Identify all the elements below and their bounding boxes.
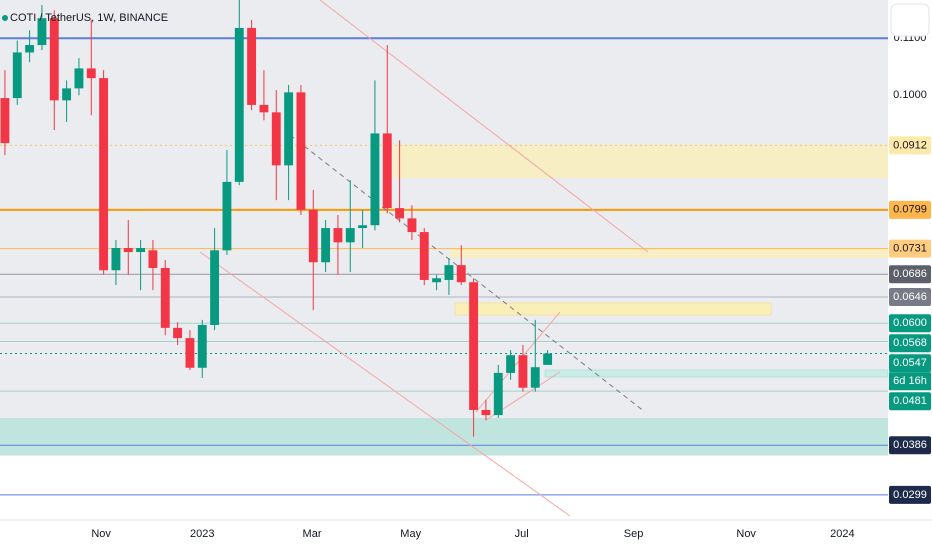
- candle-body: [481, 409, 491, 416]
- candle-body: [345, 228, 355, 243]
- trend-line: [199, 251, 571, 517]
- candle-body: [432, 278, 442, 283]
- x-tick-label: Sep: [624, 528, 644, 540]
- price-label-box: [889, 334, 931, 353]
- candle-body: [197, 325, 207, 368]
- candle-body: [222, 181, 232, 251]
- price-label-box: [889, 136, 931, 155]
- candle-body: [74, 68, 84, 89]
- plot-background-lower: [0, 456, 888, 520]
- candle-body: [395, 208, 405, 219]
- candle-body: [25, 45, 35, 53]
- price-label: 0.0600: [893, 317, 927, 329]
- candle-body: [407, 218, 417, 233]
- price-label: 0.0547: [893, 357, 927, 369]
- candle-body: [543, 353, 553, 365]
- candle-body: [62, 88, 72, 101]
- demand-zone: [0, 418, 888, 455]
- price-label-box: [889, 239, 931, 258]
- candle-body: [123, 248, 133, 253]
- candle-body: [493, 372, 503, 416]
- candle-body: [210, 250, 220, 325]
- trend-line: [319, 0, 649, 253]
- x-tick-label: Mar: [303, 528, 322, 540]
- candle-body: [419, 232, 429, 280]
- candle-body: [456, 265, 466, 283]
- price-label-box: [889, 436, 931, 455]
- supply-zone: [393, 145, 888, 178]
- price-label-box: [889, 200, 931, 219]
- price-label-box: [889, 314, 931, 333]
- candle-body: [259, 104, 269, 113]
- plot-background: [0, 0, 888, 456]
- candle-body: [321, 228, 331, 263]
- candle-body: [173, 327, 183, 339]
- candle-body: [160, 267, 170, 328]
- price-label: 0.0646: [893, 291, 927, 303]
- chart-title: COTI / TetherUS, 1W, BINANCE: [10, 12, 168, 24]
- price-label-box: [889, 485, 931, 504]
- price-label: 0.0299: [893, 489, 927, 501]
- x-tick-label: Nov: [736, 528, 756, 540]
- candles: [0, 0, 553, 437]
- levels: [0, 37, 888, 496]
- settings-button[interactable]: [890, 3, 930, 37]
- candle-body: [382, 133, 392, 209]
- price-axis: 0.10000.11000.09120.07990.07310.06860.06…: [888, 0, 932, 520]
- candle-body: [506, 355, 516, 373]
- candle-body: [444, 265, 454, 280]
- candle-body: [333, 228, 343, 243]
- x-tick-label: Nov: [91, 528, 111, 540]
- candle-body: [296, 92, 306, 210]
- candle-body: [358, 225, 368, 229]
- status-dot: [2, 15, 8, 21]
- price-label-box: [889, 392, 931, 411]
- x-tick-label: 2024: [830, 528, 854, 540]
- candle-body: [234, 27, 244, 182]
- x-tick-label: Jul: [515, 528, 529, 540]
- price-label: 0.0912: [893, 139, 927, 151]
- candle-body: [136, 248, 146, 253]
- candle-body: [99, 78, 109, 271]
- supply-zone: [454, 302, 772, 316]
- candle-body: [370, 133, 380, 226]
- price-label-box: [889, 354, 931, 373]
- candle-body: [185, 338, 195, 368]
- timer-box: [889, 372, 931, 391]
- price-label: 0.0731: [893, 243, 927, 255]
- supply-zone: [450, 248, 888, 258]
- y-tick-label: 0.1000: [893, 89, 927, 101]
- candle-body: [86, 68, 96, 79]
- candle-body: [284, 92, 294, 166]
- price-label: 0.0386: [893, 439, 927, 451]
- dashed-trend-line: [289, 134, 646, 413]
- candle-body: [111, 248, 121, 271]
- candle-body: [247, 27, 257, 105]
- candle-body: [469, 282, 479, 410]
- price-label: 0.0481: [893, 395, 927, 407]
- x-tick-label: 2023: [190, 528, 214, 540]
- candle-body: [37, 18, 47, 46]
- countdown-timer: 6d 16h: [893, 375, 927, 387]
- price-label: 0.0686: [893, 268, 927, 280]
- candle-body: [49, 18, 59, 101]
- price-label: 0.0568: [893, 337, 927, 349]
- candle-body: [271, 112, 281, 166]
- price-label: 0.0799: [893, 204, 927, 216]
- candle-body: [0, 98, 10, 144]
- candle-body: [12, 52, 22, 99]
- candle-body: [530, 367, 540, 388]
- x-tick-label: May: [400, 528, 421, 540]
- price-label-box: [889, 288, 931, 307]
- candle-body: [148, 250, 158, 268]
- price-label-box: [889, 265, 931, 284]
- candle-body: [518, 355, 528, 388]
- channel-line: [475, 311, 561, 413]
- price-axis-background: [888, 0, 932, 520]
- candle-body: [308, 209, 318, 263]
